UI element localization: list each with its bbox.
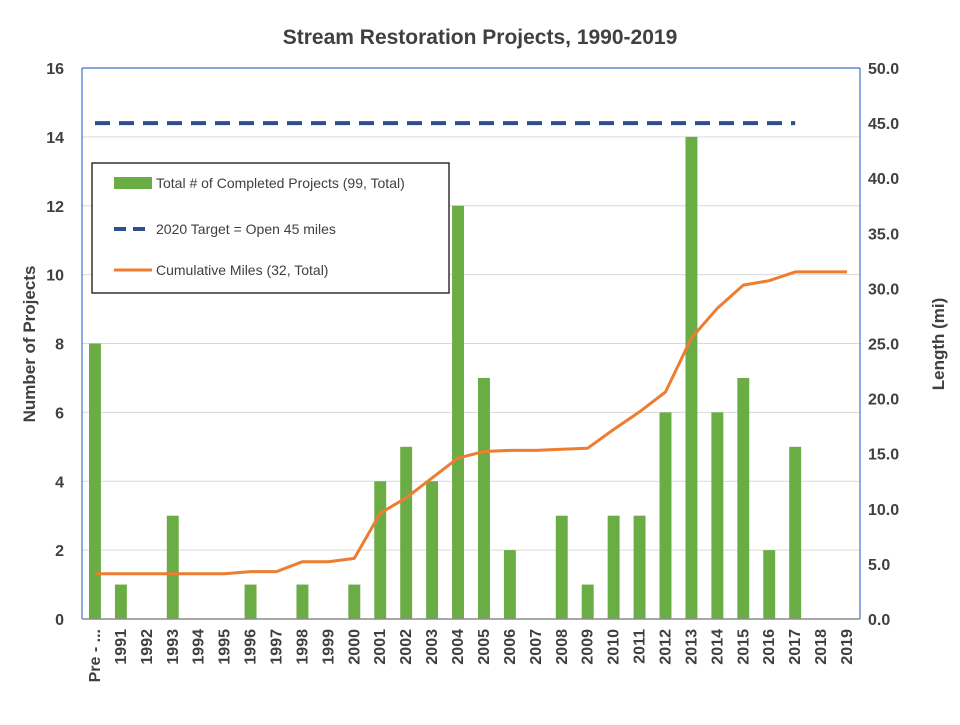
x-tick-label: 1995 bbox=[217, 629, 234, 665]
legend-swatch-projects bbox=[114, 177, 152, 189]
legend: Total # of Completed Projects (99, Total… bbox=[91, 162, 450, 294]
legend-label-projects: Total # of Completed Projects (99, Total… bbox=[156, 175, 405, 191]
x-tick-label: 2011 bbox=[632, 629, 649, 664]
bar bbox=[607, 515, 620, 619]
right-tick-label: 50.0 bbox=[868, 61, 899, 78]
bar-series bbox=[89, 136, 802, 619]
bar bbox=[452, 205, 464, 619]
bar bbox=[114, 584, 127, 619]
bar bbox=[348, 584, 361, 619]
bar bbox=[296, 584, 309, 619]
right-tick-label: 20.0 bbox=[868, 392, 899, 409]
x-tick-label: 2010 bbox=[606, 629, 623, 665]
right-tick-label: 15.0 bbox=[868, 447, 899, 464]
left-tick-label: 0 bbox=[55, 612, 64, 629]
right-tick-label: 35.0 bbox=[868, 226, 899, 243]
left-tick-label: 4 bbox=[55, 474, 64, 491]
x-tick-label: 2019 bbox=[839, 629, 856, 665]
legend-label-target: 2020 Target = Open 45 miles bbox=[156, 221, 336, 237]
left-tick-label: 2 bbox=[55, 543, 64, 560]
bar bbox=[737, 377, 750, 619]
bar bbox=[374, 481, 387, 619]
x-tick-label: 1998 bbox=[294, 629, 311, 665]
left-tick-label: 16 bbox=[46, 61, 64, 78]
right-tick-label: 40.0 bbox=[868, 171, 899, 188]
x-tick-label: 2017 bbox=[787, 629, 804, 665]
chart-title: Stream Restoration Projects, 1990-2019 bbox=[283, 26, 678, 49]
left-tick-label: 10 bbox=[46, 268, 64, 285]
x-tick-label: 2016 bbox=[761, 629, 778, 665]
bar bbox=[555, 515, 568, 619]
x-tick-label: 2007 bbox=[528, 629, 545, 665]
x-tick-label: 2018 bbox=[813, 629, 830, 665]
left-tick-label: 6 bbox=[55, 405, 64, 422]
bar bbox=[400, 446, 413, 619]
x-tick-label: 2000 bbox=[346, 629, 363, 665]
x-tick-label: 2008 bbox=[554, 629, 571, 665]
right-tick-label: 0.0 bbox=[868, 612, 890, 629]
right-tick-label: 5.0 bbox=[868, 557, 890, 574]
x-tick-label: 1991 bbox=[113, 629, 130, 665]
x-tick-label: 1993 bbox=[165, 629, 182, 665]
left-axis-label: Number of Projects bbox=[20, 266, 39, 423]
bar bbox=[633, 515, 646, 619]
bar bbox=[581, 584, 594, 619]
x-tick-label: Pre - ... bbox=[87, 629, 104, 682]
right-tick-label: 45.0 bbox=[868, 116, 899, 133]
x-tick-label: 2009 bbox=[580, 629, 597, 665]
bar bbox=[166, 515, 179, 619]
x-tick-label: 2002 bbox=[398, 629, 415, 665]
x-tick-label: 2006 bbox=[502, 629, 519, 665]
line-series bbox=[95, 121, 847, 576]
bar bbox=[711, 412, 724, 619]
x-tick-label: 1999 bbox=[320, 629, 337, 665]
bar bbox=[426, 481, 439, 619]
right-axis-label: Length (mi) bbox=[929, 298, 948, 391]
x-tick-label: 1997 bbox=[269, 629, 286, 665]
right-tick-label: 10.0 bbox=[868, 502, 899, 519]
axes: 0 2 4 6 8 10 12 14 16 0.0 5.0 10.0 15.0 20.0 25.0 30.0 3… bbox=[46, 61, 899, 682]
right-tick-label: 30.0 bbox=[868, 281, 899, 298]
bar bbox=[478, 377, 490, 619]
bar bbox=[763, 550, 776, 619]
x-tick-label: 2013 bbox=[683, 629, 700, 665]
cumulative-line bbox=[95, 270, 847, 576]
x-tick-label: 2005 bbox=[476, 629, 493, 665]
x-tick-label: 2012 bbox=[658, 629, 675, 665]
left-tick-label: 12 bbox=[46, 199, 64, 216]
bar bbox=[659, 412, 672, 619]
bar bbox=[789, 446, 802, 619]
x-tick-label: 1994 bbox=[191, 629, 208, 665]
x-tick-label: 2004 bbox=[450, 629, 467, 665]
legend-label-cumulative: Cumulative Miles (32, Total) bbox=[156, 262, 328, 278]
right-tick-label: 25.0 bbox=[868, 337, 899, 354]
bar bbox=[503, 550, 516, 619]
x-tick-label: 1992 bbox=[139, 629, 156, 665]
bar bbox=[685, 136, 698, 619]
x-tick-label: 1996 bbox=[243, 629, 260, 665]
left-tick-label: 8 bbox=[55, 337, 64, 354]
x-tick-label: 2003 bbox=[424, 629, 441, 665]
left-tick-label: 14 bbox=[46, 130, 64, 147]
x-tick-label: 2001 bbox=[372, 629, 389, 665]
bar bbox=[89, 343, 101, 619]
x-tick-label: 2015 bbox=[735, 629, 752, 665]
bar bbox=[244, 584, 257, 619]
x-tick-label: 2014 bbox=[709, 629, 726, 665]
